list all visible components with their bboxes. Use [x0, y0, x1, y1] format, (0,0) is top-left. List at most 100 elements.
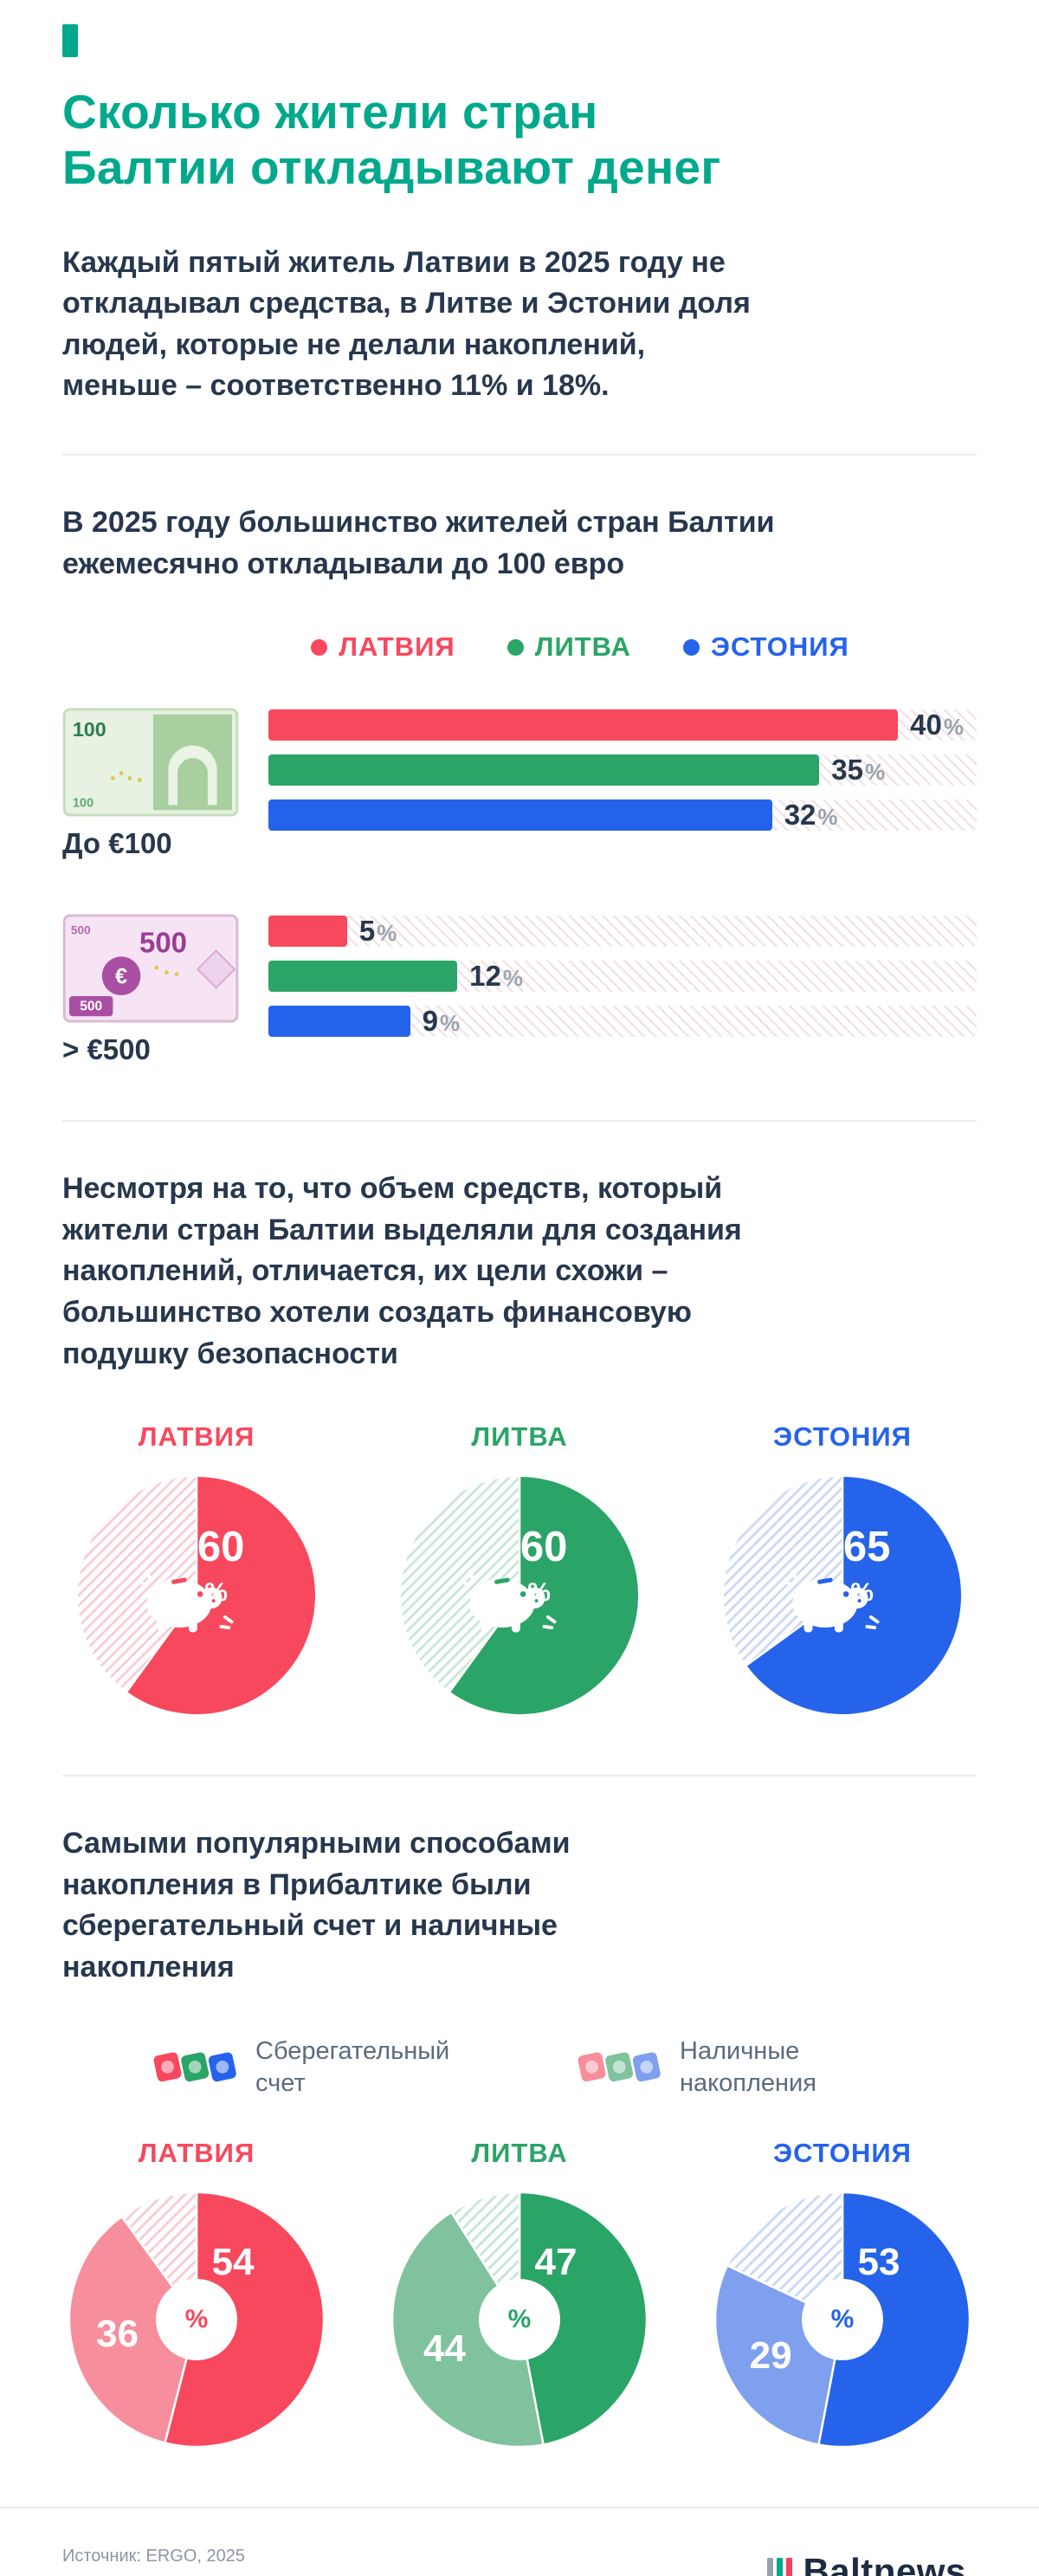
baltnews-logo: Baltnews. [767, 2551, 977, 2576]
cash-savings-banknotes-icon [576, 2046, 666, 2089]
pie-value-label: 53 [857, 2240, 900, 2283]
legend-dot-latvia-icon [311, 638, 328, 656]
bar-section-heading: В 2025 году большинство жителей стран Ба… [62, 505, 775, 580]
pie-country-label: ЛИТВА [471, 1421, 568, 1453]
page-title-line-1: Сколько жители стран [62, 85, 598, 139]
section-bar-chart: В 2025 году большинство жителей стран Ба… [62, 502, 977, 1066]
pie-country-label: ЛАТВИЯ [138, 1421, 255, 1453]
piggy-bank-icon [126, 1554, 241, 1640]
pie-value-label: 60 [197, 1523, 245, 1570]
svg-text:100: 100 [73, 797, 94, 811]
svg-text:€: € [115, 965, 127, 989]
pie-percent-label: % [204, 1578, 228, 1608]
banknote-500-euro-icon: 500 500 € 500 [62, 914, 246, 1023]
section-goal-pies: Несмотря на то, что объем средств, котор… [62, 1168, 977, 1718]
pie-column-estonia: ЭСТОНИЯ 65% [708, 1421, 977, 1718]
bar-row: 32% [268, 799, 977, 832]
bar-estonia [268, 799, 772, 832]
bar-row: 5% [268, 915, 977, 948]
bar-value-unit: % [864, 759, 886, 786]
legend-label-savings-account: Сберегательный счет [255, 2036, 450, 2097]
bar-value-unit: % [377, 920, 397, 947]
bar-group-under-100: 100 100 До €100 40% 35% 32% [62, 708, 977, 860]
legend-label-cash-savings: Наличные накопления [680, 2036, 816, 2097]
savings-account-banknotes-icon [152, 2046, 242, 2089]
bar-value-label: 5% [359, 915, 397, 948]
infographic-page: Сколько жители стран Балтии откладывают … [62, 24, 977, 2450]
pie-center-percent-label: % [184, 2304, 209, 2333]
bar-track: 32% [268, 799, 977, 832]
bar-track: 12% [268, 960, 977, 993]
pie-chart-method-estonia: 53 29% [713, 2190, 972, 2450]
goal-section-heading: Несмотря на то, что объем средств, котор… [62, 1172, 742, 1370]
pie-column-lithuania: ЛИТВА 47 44% [385, 2138, 654, 2450]
legend-label-estonia: ЭСТОНИЯ [710, 631, 849, 663]
bar-value-number: 35 [831, 754, 863, 786]
svg-text:500: 500 [80, 1000, 102, 1014]
divider [62, 453, 977, 456]
bar-row: 9% [268, 1005, 977, 1038]
legend-item-cash-savings: Наличные накопления [576, 2036, 887, 2100]
bar-estonia [268, 1006, 410, 1038]
legend-dot-lithuania-icon [507, 638, 524, 656]
goal-pies-row: ЛАТВИЯ 60% ЛИТВА 60% ЭСТОНИЯ 65% [62, 1421, 977, 1718]
pie-column-estonia: ЭСТОНИЯ 53 29% [708, 2138, 977, 2450]
bar-value-unit: % [817, 804, 838, 831]
banknote-100-euro-icon: 100 100 [62, 708, 246, 817]
bar-row: 35% [268, 754, 977, 786]
method-pies-row: ЛАТВИЯ 54 36% ЛИТВА 47 44% ЭСТОНИЯ 53 29% [62, 2138, 977, 2450]
bar-group-left: 500 500 € 500 > €500 [62, 914, 246, 1066]
legend-dot-estonia-icon [682, 638, 700, 656]
page-title: Сколько жители стран Балтии откладывают … [62, 85, 977, 196]
pie-center-percent-label: % [507, 2304, 532, 2333]
pie-country-label: ЭСТОНИЯ [773, 2137, 912, 2168]
bar-latvia [268, 709, 899, 741]
bar-lithuania [268, 754, 820, 786]
pie-value-label: 65 [842, 1523, 891, 1570]
pie-chart-method-lithuania: 47 44% [390, 2190, 649, 2450]
pie-value-label: 47 [534, 2240, 578, 2283]
pie-value-label: 29 [749, 2333, 792, 2377]
pie-chart-goal-lithuania: 60% [397, 1473, 642, 1718]
pie-svg [713, 2191, 971, 2448]
pie-column-latvia: ЛАТВИЯ 60% [62, 1421, 331, 1718]
piggy-bank-icon [771, 1554, 887, 1640]
bar-value-label: 9% [423, 1005, 460, 1038]
source-text: Источник: ERGO, 2025 [62, 2546, 245, 2566]
bar-value-number: 9 [422, 1005, 438, 1038]
divider [62, 1120, 977, 1123]
pie-percent-label: % [527, 1578, 551, 1608]
pie-chart-goal-latvia: 60% [74, 1473, 319, 1718]
pie-chart-goal-estonia: 65% [720, 1473, 965, 1718]
bar-value-number: 40 [910, 709, 942, 741]
legend-label-latvia: ЛАТВИЯ [339, 631, 455, 663]
pie-value-label: 36 [96, 2313, 139, 2356]
bar-value-label: 35% [831, 754, 885, 786]
svg-text:500: 500 [71, 923, 91, 936]
pie-column-latvia: ЛАТВИЯ 54 36% [62, 2138, 331, 2450]
method-section-heading: Самыми популярными способами накопления … [62, 1827, 571, 1984]
page-title-line-2: Балтии откладывают денег [62, 139, 721, 194]
pie-country-label: ЛАТВИЯ [138, 2137, 255, 2168]
footer-meta: Источник: ERGO, 2025 Редактор: Павлова А… [62, 2541, 317, 2576]
pie-svg [68, 2191, 326, 2448]
bar-value-label: 32% [784, 799, 838, 832]
bar-value-number: 32 [784, 799, 816, 832]
bar-chart-over-500: 5% 12% 9% [268, 914, 977, 1038]
bar-value-unit: % [943, 714, 964, 741]
accent-bar [62, 24, 78, 57]
bar-value-label: 12% [469, 960, 523, 993]
bar-track: 40% [268, 709, 977, 741]
bar-row: 40% [268, 709, 977, 741]
divider [62, 1775, 977, 1777]
legend-label-lithuania: ЛИТВА [534, 631, 631, 663]
bar-value-label: 40% [910, 709, 964, 741]
legend-item-latvia: ЛАТВИЯ [311, 631, 455, 663]
bar-track: 9% [268, 1005, 977, 1038]
country-legend: ЛАТВИЯ ЛИТВА ЭСТОНИЯ [184, 631, 977, 663]
piggy-bank-icon [449, 1554, 564, 1640]
legend-item-estonia: ЭСТОНИЯ [682, 631, 849, 663]
pie-column-lithuania: ЛИТВА 60% [385, 1421, 654, 1718]
bar-group-left: 100 100 До €100 [62, 708, 246, 860]
